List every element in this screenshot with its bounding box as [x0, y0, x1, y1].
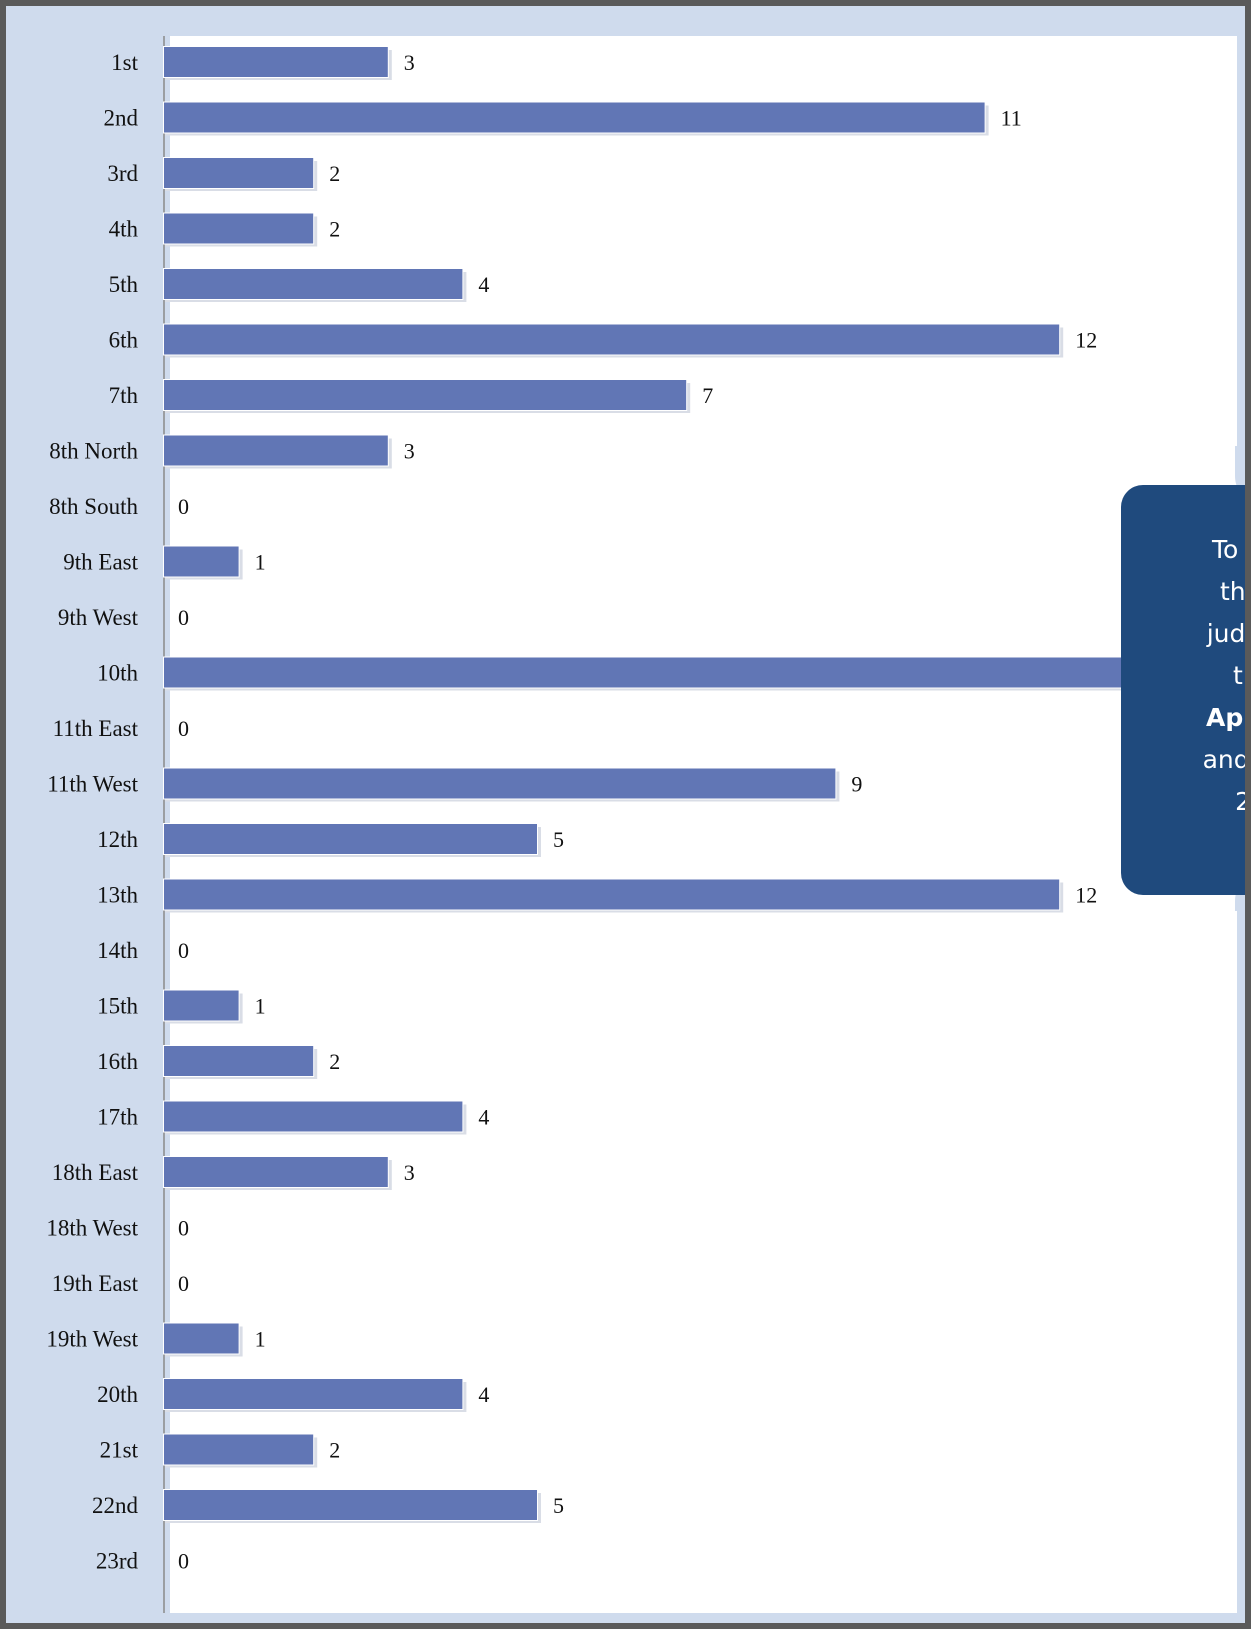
value-label: 2 [329, 161, 340, 186]
category-label: 11th West [47, 772, 138, 797]
value-label: 1 [255, 1327, 266, 1352]
bar [164, 546, 239, 577]
callout-notch-top [1235, 446, 1245, 506]
callout-line: Appen [1121, 703, 1245, 732]
category-label: 2nd [104, 106, 139, 131]
value-label: 3 [404, 50, 415, 75]
value-label: 0 [178, 716, 189, 741]
bar [164, 380, 687, 410]
value-label: 2 [329, 217, 340, 242]
value-label: 5 [553, 1493, 564, 1518]
bar [164, 324, 1060, 355]
value-label: 0 [178, 605, 189, 630]
chart-frame: 1st 3 2nd 11 3rd 2 4th 2 5th 4 6th 12 7th 7 8th North 3… [6, 6, 1245, 1623]
callout-text: judicial [1206, 619, 1245, 648]
category-label: 6th [109, 328, 139, 353]
value-label: 2 [329, 1438, 340, 1463]
category-label: 1st [111, 50, 138, 75]
bar [164, 824, 537, 854]
value-label: 12 [1075, 328, 1097, 353]
category-label: 19th West [46, 1327, 138, 1352]
category-label: 5th [109, 272, 139, 297]
category-label: 19th East [52, 1271, 139, 1296]
value-label: 0 [178, 1216, 189, 1241]
callout-line: judicial [1121, 619, 1245, 648]
value-label: 1 [255, 550, 266, 575]
value-label: 7 [702, 383, 713, 408]
value-label: 4 [478, 1105, 489, 1130]
bar [164, 1490, 537, 1520]
category-label: 9th East [63, 550, 138, 575]
category-label: 22nd [92, 1493, 139, 1518]
category-label: 4th [109, 217, 139, 242]
category-label: 18th East [52, 1160, 139, 1185]
bar [164, 1323, 239, 1354]
bar [164, 768, 836, 799]
category-label: 18th West [46, 1216, 138, 1241]
bar [164, 435, 388, 466]
callout-text: Appen [1206, 703, 1245, 732]
value-label: 12 [1075, 883, 1097, 908]
category-label: 21st [100, 1438, 139, 1463]
category-label: 7th [109, 383, 139, 408]
bar [164, 879, 1060, 910]
category-label: 8th South [49, 494, 138, 519]
category-label: 23rd [96, 1549, 139, 1574]
bar [164, 1101, 463, 1132]
bar [164, 1157, 388, 1187]
category-label: 8th North [49, 439, 138, 464]
value-label: 2 [329, 1049, 340, 1074]
callout-line: and II o [1121, 745, 1245, 774]
category-label: 9th West [58, 605, 139, 630]
bar [164, 158, 314, 188]
value-label: 0 [178, 1271, 189, 1296]
category-label: 10th [97, 661, 138, 686]
category-label: 11th East [53, 716, 139, 741]
value-label: 4 [478, 1382, 489, 1407]
category-label: 15th [97, 994, 138, 1019]
value-label: 4 [478, 272, 489, 297]
value-label: 1 [255, 994, 266, 1019]
bar [164, 1434, 314, 1465]
value-label: 3 [404, 1160, 415, 1185]
note-callout: To see the s judicial tur Appen and II o 24 [1121, 485, 1245, 895]
callout-text: tur [1233, 661, 1245, 690]
bar [164, 657, 1245, 688]
callout-line: 24 [1121, 787, 1245, 816]
bar [164, 47, 388, 77]
value-label: 5 [553, 827, 564, 852]
value-label: 11 [1001, 106, 1022, 131]
value-label: 3 [404, 439, 415, 464]
callout-text: To see [1211, 535, 1245, 564]
callout-line: To see [1121, 535, 1245, 564]
category-label: 13th [97, 883, 138, 908]
value-label: 0 [178, 938, 189, 963]
category-label: 20th [97, 1382, 138, 1407]
category-label: 16th [97, 1049, 138, 1074]
bar [164, 269, 463, 299]
value-label: 9 [851, 772, 862, 797]
category-label: 14th [97, 938, 138, 963]
category-label: 3rd [107, 161, 138, 186]
bar [164, 1046, 314, 1076]
bar [164, 213, 314, 244]
category-label: 17th [97, 1105, 138, 1130]
callout-line: the s [1121, 577, 1245, 606]
callout-line: tur [1121, 661, 1245, 690]
callout-text: and [1202, 745, 1245, 774]
value-label: 0 [178, 1549, 189, 1574]
callout-text: the s [1220, 577, 1245, 606]
category-label: 12th [97, 827, 138, 852]
callout-text: 24 [1235, 787, 1245, 816]
value-label: 0 [178, 494, 189, 519]
bar [164, 990, 239, 1021]
bar [164, 1379, 463, 1409]
bar [164, 102, 985, 133]
